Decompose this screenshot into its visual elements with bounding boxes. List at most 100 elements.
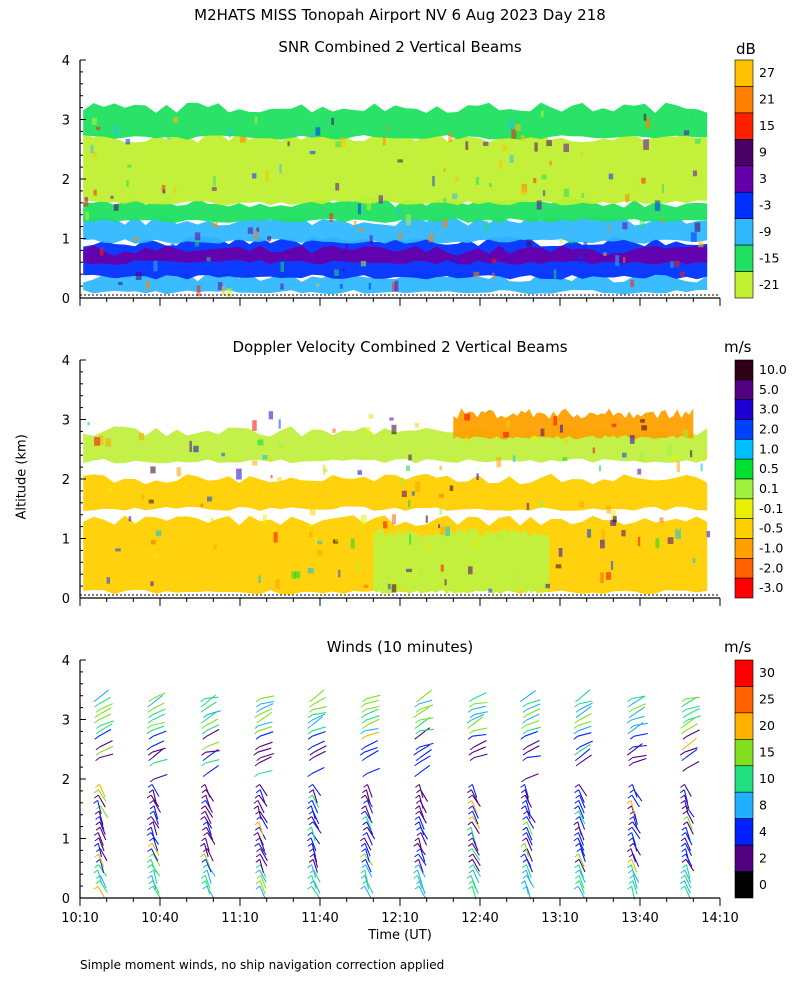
wind-barb <box>471 843 480 856</box>
colorbar-swatch <box>734 139 754 167</box>
data-speckle <box>339 283 343 289</box>
wind-barb-tick <box>682 767 688 772</box>
data-speckle <box>125 138 131 145</box>
data-speckle <box>637 468 642 475</box>
wind-barb <box>364 869 369 884</box>
wind-barb-tick <box>469 757 475 761</box>
wind-barb-tick <box>415 794 420 799</box>
wind-barb-tick <box>360 885 365 890</box>
data-speckle <box>150 540 156 545</box>
wind-barb <box>312 731 326 737</box>
wind-barb-tick <box>360 746 366 751</box>
wind-barb <box>577 732 592 737</box>
data-speckle <box>583 241 588 251</box>
wind-barb-tick <box>361 735 366 740</box>
x-tick-label: 13:10 <box>541 911 578 926</box>
wind-barb-tick <box>627 703 633 708</box>
wind-barb-tick <box>202 864 208 869</box>
wind-barb <box>150 827 156 841</box>
wind-barb <box>257 805 262 820</box>
wind-barb-tick <box>414 885 420 890</box>
wind-barb-tick <box>201 837 206 842</box>
wind-barb <box>99 753 114 759</box>
y-tick-label: 1 <box>62 533 70 548</box>
data-speckle <box>411 491 415 496</box>
wind-barb <box>577 821 582 836</box>
wind-barb-tick <box>307 746 313 751</box>
data-speckle <box>443 168 446 172</box>
wind-barb <box>417 869 423 884</box>
data-speckle <box>228 127 232 138</box>
wind-barb <box>525 869 532 884</box>
wind-barb-tick <box>307 826 312 831</box>
wind-barb <box>204 810 212 825</box>
data-speckle <box>206 257 211 262</box>
data-speckle <box>488 588 493 593</box>
wind-barb-tick <box>414 816 420 820</box>
x-tick-label: 14:10 <box>701 911 738 926</box>
wind-barb <box>417 875 423 889</box>
wind-barb <box>364 843 371 857</box>
data-speckle <box>563 188 570 198</box>
wind-barb-tick <box>520 853 525 858</box>
data-speckle <box>496 533 501 540</box>
wind-barb-tick <box>627 858 633 863</box>
data-speckle <box>621 530 626 537</box>
data-speckle <box>335 141 341 148</box>
data-speckle <box>639 219 645 228</box>
data-speckle <box>96 126 101 131</box>
colorbar-swatch <box>734 791 754 819</box>
wind-barb-tick <box>360 875 366 879</box>
wind-barb <box>257 747 272 753</box>
wind-barb-tick <box>575 698 580 703</box>
data-speckle <box>126 164 132 168</box>
wind-barb <box>525 837 533 852</box>
wind-barb-tick <box>253 800 259 804</box>
wind-barb-tick <box>94 810 100 815</box>
wind-barb-tick <box>414 805 420 810</box>
wind-barb-tick <box>200 784 206 788</box>
wind-barb <box>630 864 636 879</box>
data-speckle <box>173 186 177 194</box>
data-speckle <box>226 288 232 297</box>
wind-barb-tick <box>202 826 207 831</box>
data-speckle <box>526 503 530 510</box>
data-speckle <box>221 452 226 457</box>
data-speckle <box>692 558 696 564</box>
wind-barb-tick <box>308 709 314 713</box>
wind-barb-tick <box>147 784 153 788</box>
wind-barb-tick <box>146 794 152 799</box>
data-speckle <box>213 544 217 550</box>
wind-barb-tick <box>681 848 686 852</box>
footnote: Simple moment winds, no ship navigation … <box>80 958 445 972</box>
wind-barb-tick <box>147 848 152 852</box>
data-speckle <box>161 185 166 193</box>
wind-barb <box>525 773 539 780</box>
data-speckle <box>268 411 274 420</box>
data-speckle <box>640 450 644 461</box>
colorbar-label: 15 <box>759 745 775 760</box>
wind-barb <box>205 759 220 764</box>
data-speckle <box>342 268 345 272</box>
wind-barb <box>579 702 593 710</box>
data-speckle <box>383 521 388 529</box>
data-speckle <box>309 505 316 516</box>
wind-barb-tick <box>307 725 312 729</box>
wind-barb <box>579 689 591 700</box>
data-speckle <box>643 139 649 150</box>
wind-barb-tick <box>416 832 422 836</box>
wind-barb-tick <box>200 709 206 713</box>
wind-barb-tick <box>681 730 686 735</box>
data-speckle <box>294 130 297 138</box>
data-speckle <box>408 500 411 508</box>
data-speckle <box>113 125 119 136</box>
data-speckle <box>553 416 557 426</box>
wind-barb <box>97 843 103 858</box>
data-speckle <box>675 528 681 539</box>
wind-barb <box>313 745 327 753</box>
wind-barb <box>311 827 316 841</box>
wind-barb <box>259 810 268 824</box>
data-speckle <box>579 254 583 265</box>
wind-barb <box>471 800 478 814</box>
wind-barb <box>260 875 267 889</box>
